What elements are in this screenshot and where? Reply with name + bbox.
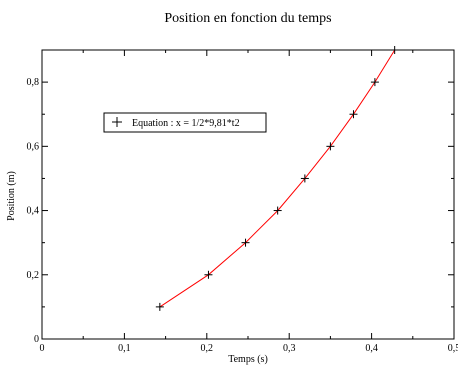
data-point [391, 46, 399, 54]
chart-title: Position en fonction du temps [164, 11, 331, 26]
fit-line [160, 50, 395, 307]
y-tick-label: 0,2 [27, 270, 40, 281]
data-point [156, 303, 164, 311]
y-tick-label: 0,8 [27, 77, 40, 88]
fit-curve [160, 50, 395, 307]
data-point [349, 110, 357, 118]
x-axis-ticks: 0 0,1 0,2 0,3 0,4 0,5 [40, 50, 458, 354]
plot-area [42, 50, 454, 339]
y-axis-ticks: 0 0,2 0,4 0,6 0,8 [27, 50, 455, 345]
legend: Equation : x = 1/2*9,81*t2 [104, 113, 266, 132]
x-tick-label: 0,4 [365, 343, 378, 354]
x-tick-label: 0,3 [283, 343, 296, 354]
y-axis-label: Position (m) [6, 171, 17, 221]
y-tick-label: 0,4 [27, 206, 40, 217]
x-tick-label: 0,1 [118, 343, 131, 354]
y-tick-label: 0 [34, 334, 39, 345]
x-axis-label: Temps (s) [228, 354, 268, 365]
data-point [371, 78, 379, 86]
x-tick-label: 0,5 [448, 343, 458, 354]
x-tick-label: 0 [40, 343, 45, 354]
y-tick-label: 0,6 [27, 141, 40, 152]
legend-entry: Equation : x = 1/2*9,81*t2 [132, 118, 240, 129]
x-tick-label: 0,2 [201, 343, 214, 354]
plot-frame [42, 50, 454, 339]
data-points [156, 46, 399, 311]
